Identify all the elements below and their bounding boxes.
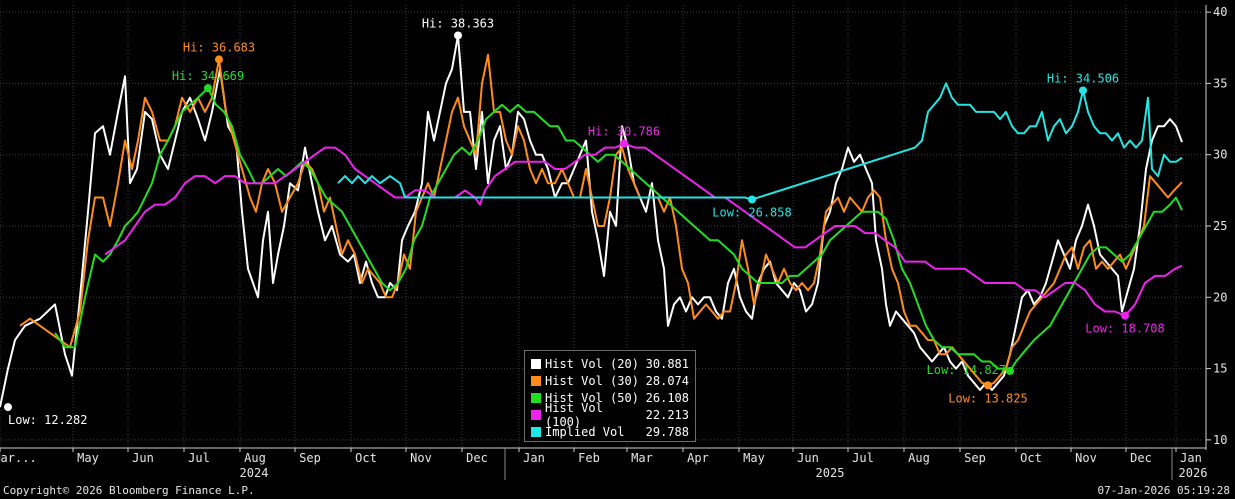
x-tick-label: May (743, 451, 765, 465)
legend-series-value: 22.213 (645, 407, 689, 422)
extreme-point-label: Low: 18.708 (1085, 322, 1164, 336)
x-tick-label: Nov (1075, 451, 1097, 465)
extreme-point-marker (204, 84, 212, 93)
legend-series-name: Hist Vol (30) (545, 373, 639, 388)
x-tick-label: Mar (631, 451, 653, 465)
x-tick-label: Jan (523, 451, 545, 465)
legend-series-value: 29.788 (645, 424, 689, 439)
y-tick-label: 40 (1213, 5, 1227, 19)
extreme-point-label: Low: 13.825 (948, 391, 1027, 405)
series-line-1 (19, 53, 1183, 387)
year-label: 2025 (816, 466, 845, 480)
x-tick-label: Jan (1180, 451, 1202, 465)
x-tick-label: Sep (964, 451, 986, 465)
extreme-point-marker (1121, 311, 1129, 320)
legend-swatch (531, 375, 541, 386)
year-label: 2026 (1179, 466, 1208, 480)
extreme-point-marker (4, 403, 12, 412)
legend-series-value: 30.881 (645, 356, 689, 371)
x-tick-label: Aug (244, 451, 266, 465)
legend-swatch (531, 426, 541, 437)
extreme-point-marker (454, 31, 462, 40)
x-tick-label: Oct (355, 451, 377, 465)
legend-swatch (531, 392, 541, 403)
legend-series-name: Hist Vol (100) (545, 400, 603, 429)
series-line-2 (54, 87, 1183, 372)
y-tick-label: 10 (1213, 433, 1227, 447)
x-tick-label: May (77, 451, 99, 465)
series-line-3 (104, 142, 1183, 317)
copyright-text: Copyright© 2026 Bloomberg Finance L.P. (3, 484, 255, 497)
extreme-point-label: Hi: 30.786 (588, 125, 660, 139)
legend-series-value: 28.074 (645, 373, 689, 388)
legend-series-name: Implied Vol (545, 424, 625, 439)
legend-swatch (531, 358, 541, 369)
x-tick-label: Apr (687, 451, 709, 465)
series-line-4 (337, 82, 1183, 201)
legend-series-value: 26.108 (645, 390, 689, 405)
extreme-point-label: Hi: 34.506 (1047, 71, 1119, 85)
legend-item: Hist Vol (30) 28.074 (531, 372, 689, 389)
legend-swatch (531, 409, 541, 420)
extreme-point-label: Hi: 38.363 (422, 16, 494, 30)
y-tick-label: 30 (1213, 148, 1227, 162)
y-tick-label: 35 (1213, 76, 1227, 90)
extreme-point-label: Hi: 34.669 (172, 69, 244, 83)
x-tick-label: Jun (797, 451, 819, 465)
x-tick-label: Mar... (0, 451, 37, 465)
extreme-point-label: Hi: 36.683 (183, 40, 255, 54)
x-tick-label: Feb (578, 451, 600, 465)
extreme-point-label: Low: 26.858 (712, 206, 791, 220)
series-line-0 (0, 34, 1183, 408)
x-tick-label: Jun (132, 451, 154, 465)
extreme-point-marker (748, 195, 756, 204)
x-tick-label: Jul (188, 451, 210, 465)
x-tick-label: Dec (1130, 451, 1152, 465)
extreme-point-marker (620, 139, 628, 148)
extreme-point-label: Low: 12.282 (8, 413, 87, 427)
x-tick-label: Dec (466, 451, 488, 465)
y-tick-label: 25 (1213, 219, 1227, 233)
x-tick-label: Jul (852, 451, 874, 465)
x-tick-label: Nov (410, 451, 432, 465)
extreme-point-marker (1006, 367, 1014, 376)
extreme-point-marker (1079, 86, 1087, 95)
legend-item: Hist Vol (50) 26.108 (531, 389, 689, 406)
year-label: 2024 (240, 466, 269, 480)
extreme-point-marker (215, 55, 223, 64)
y-tick-label: 15 (1213, 362, 1227, 376)
x-tick-label: Sep (299, 451, 321, 465)
legend-series-name: Hist Vol (50) (545, 390, 639, 405)
y-tick-label: 20 (1213, 290, 1227, 304)
x-tick-label: Oct (1020, 451, 1042, 465)
legend-item: Hist Vol (100) 22.213 (531, 401, 689, 429)
timestamp-text: 07-Jan-2026 05:19:28 (1097, 484, 1230, 497)
x-tick-label: Aug (908, 451, 930, 465)
chart-legend: Hist Vol (20) 30.881 Hist Vol (30) 28.074 Hi… (524, 350, 696, 442)
extreme-point-label: Low: 14.827 (927, 363, 1006, 377)
legend-item: Hist Vol (20) 30.881 (531, 355, 689, 372)
legend-series-name: Hist Vol (20) (545, 356, 639, 371)
extreme-point-marker (984, 381, 992, 390)
legend-item: Implied Vol 29.788 (531, 423, 689, 440)
